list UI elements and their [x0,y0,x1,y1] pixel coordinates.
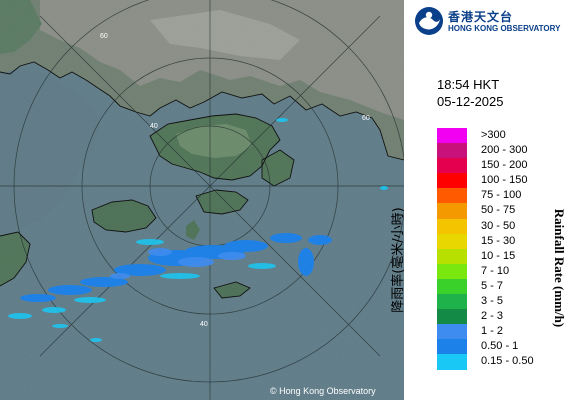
ring-label-north: 60 [100,33,108,40]
legend-range-label: 1 - 2 [481,325,504,338]
legend-title-en-text: Rainfall Rate (mm/h) [552,208,567,328]
legend-row: 50 - 75 [437,203,567,219]
rain-echoes [8,118,388,342]
coastline [0,61,404,299]
legend-range-label: 3 - 5 [481,295,504,308]
legend-swatch [437,188,467,204]
legend-range-label: 0.50 - 1 [481,340,519,353]
legend-row: 1 - 2 [437,324,567,340]
ring-label-south: 40 [200,321,208,328]
legend-swatch [437,339,467,355]
legend-range-label: 200 - 300 [481,144,528,157]
legend-range-label: >300 [481,129,506,141]
legend-swatch [437,203,467,219]
legend-row: 75 - 100 [437,188,567,204]
hko-logo-icon [415,7,443,35]
legend-range-label: 10 - 15 [481,249,516,262]
ring-label-east: 60 [362,115,370,122]
legend-swatch [437,218,467,234]
legend-panel: 香港天文台 HONG KONG OBSERVATORY 18:54 HKT 05… [391,0,577,400]
logo-name-en: HONG KONG OBSERVATORY [448,24,561,33]
map-grain-overlay [0,0,404,400]
legend-title-en: Rainfall Rate (mm/h) [549,188,569,348]
radar-map: 60 40 60 40 © Hong Kong Observatory [0,0,404,400]
legend-swatch [437,354,467,370]
legend-swatch [437,143,467,159]
legend-range-label: 2 - 3 [481,310,504,323]
legend-range-label: 150 - 200 [481,159,528,172]
legend-swatch [437,263,467,279]
legend-row: 0.50 - 1 [437,339,567,355]
legend-title-cn: 降雨率(毫米/小時) [390,207,406,313]
legend-swatch [437,158,467,174]
ring-label-inner: 40 [150,123,158,130]
legend-row: 0.15 - 0.50 [437,354,567,370]
legend-row: 5 - 7 [437,278,567,295]
copyright-text: © Hong Kong Observatory [270,386,376,396]
legend-swatch [437,128,467,144]
legend-swatch [437,294,467,310]
legend-range-label: 0.15 - 0.50 [481,355,534,368]
legend-row: >300 [437,128,567,144]
legend-range-label: 30 - 50 [481,219,516,232]
legend-range-label: 50 - 75 [481,204,516,217]
logo-name-cn: 香港天文台 [448,10,514,24]
obs-time: 18:54 HKT [437,77,500,92]
legend-range-label: 5 - 7 [481,279,504,292]
legend-swatch [437,324,467,340]
obs-date: 05-12-2025 [437,94,504,109]
legend-range-label: 100 - 150 [481,174,528,187]
legend-range-label: 15 - 30 [481,234,516,247]
legend-row: 2 - 3 [437,309,567,325]
legend-row: 150 - 200 [437,158,567,174]
legend-swatch [437,248,467,264]
legend-row: 3 - 5 [437,294,567,310]
legend-swatch [437,173,467,189]
rainfall-legend: >300 200 - 300 150 - 200 100 - 150 75 - 100 5… [437,128,567,370]
legend-range-label: 7 - 10 [481,264,510,277]
hko-logo: 香港天文台 HONG KONG OBSERVATORY [414,6,576,36]
legend-row: 200 - 300 [437,143,567,159]
legend-swatch [437,233,467,249]
legend-swatch [437,309,467,325]
legend-row: 30 - 50 [437,218,567,234]
legend-row: 7 - 10 [437,263,567,279]
ring-labels: 60 40 60 40 [100,33,370,328]
legend-row: 15 - 30 [437,233,567,249]
radar-map-graphic: 60 40 60 40 [0,0,404,400]
legend-row: 10 - 15 [437,248,567,264]
legend-row: 100 - 150 [437,173,567,189]
legend-swatch [437,278,467,295]
legend-range-label: 75 - 100 [481,189,522,202]
